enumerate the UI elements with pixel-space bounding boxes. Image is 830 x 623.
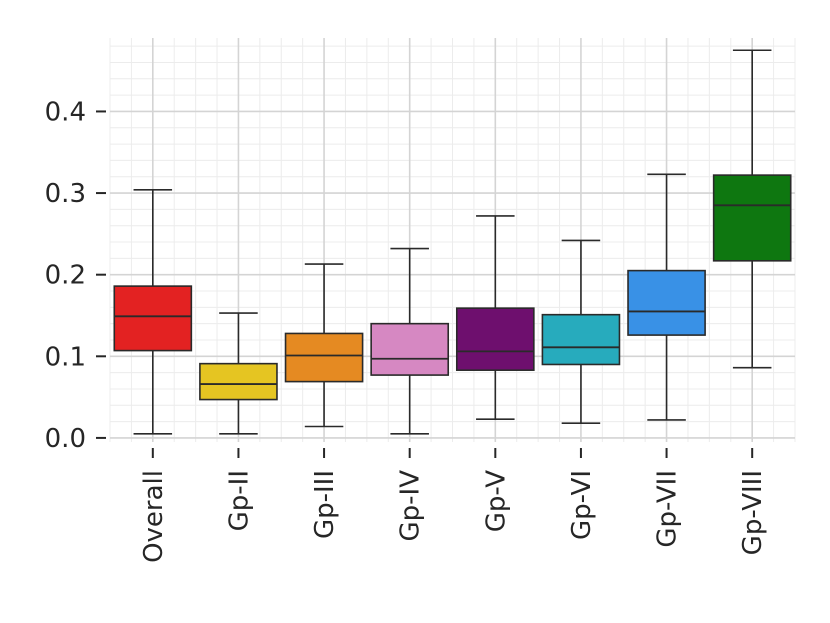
box-gp-iv: [370, 247, 450, 435]
iqr-box: [113, 285, 193, 352]
y-tick-label: 0.4: [45, 97, 86, 127]
x-tick-label: Gp-II: [224, 470, 254, 531]
box-gp-ii: [199, 312, 278, 435]
iqr-box: [199, 362, 278, 401]
boxes: [113, 49, 792, 435]
box-gp-viii: [712, 49, 792, 369]
x-tick-label: Gp-VII: [653, 470, 683, 548]
iqr-box: [541, 313, 621, 366]
x-tick-label: Gp-V: [481, 470, 511, 533]
x-tick-label: Overall: [139, 470, 169, 563]
y-tick-label: 0.2: [45, 261, 86, 291]
box-gp-vii: [627, 173, 706, 421]
y-axis: 0.0 0.1 0.2 0.3 0.4: [45, 97, 106, 454]
box-gp-v: [455, 215, 535, 420]
iqr-box: [712, 174, 792, 262]
iqr-box: [455, 307, 535, 371]
iqr-box: [627, 269, 706, 336]
x-axis: Overall Gp-II Gp-III Gp-IV Gp-V Gp-VI Gp-VII Gp…: [139, 448, 768, 563]
x-tick-label: Gp-III: [310, 470, 340, 539]
y-tick-label: 0.3: [45, 179, 86, 209]
x-tick-label: Gp-IV: [396, 470, 426, 542]
x-tick-label: Gp-VI: [567, 470, 597, 540]
box-gp-vi: [541, 239, 621, 425]
box-overall: [113, 189, 193, 435]
x-tick-label: Gp-VIII: [738, 470, 768, 555]
box-gp-iii: [284, 263, 364, 428]
iqr-box: [284, 332, 364, 383]
y-tick-label: 0.1: [45, 342, 86, 372]
iqr-box: [370, 322, 450, 376]
y-tick-label: 0.0: [45, 424, 86, 454]
